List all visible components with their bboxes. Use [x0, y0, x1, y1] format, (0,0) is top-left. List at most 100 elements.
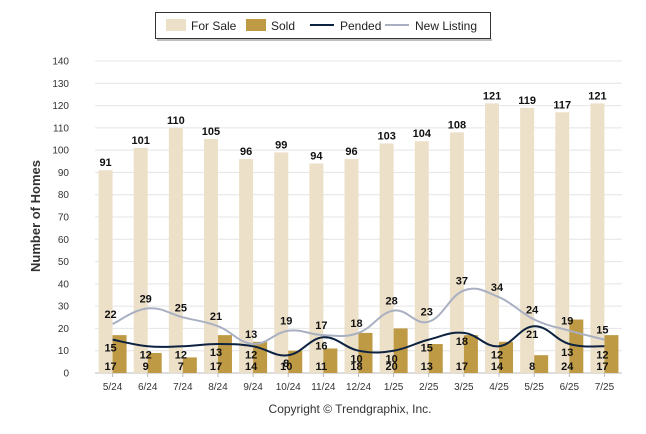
for-sale-bar — [203, 139, 218, 373]
pended-value-label: 13 — [210, 347, 222, 359]
new-listing-value-label: 21 — [210, 311, 222, 323]
new-listing-value-label: 15 — [596, 325, 608, 337]
new-listing-value-label: 37 — [456, 276, 468, 288]
new-listing-value-label: 13 — [245, 329, 257, 341]
sold-value-label: 24 — [561, 361, 574, 373]
x-tick-label: 5/24 — [103, 382, 123, 393]
y-tick-label: 130 — [52, 79, 69, 90]
for-sale-bar — [379, 143, 394, 373]
sold-value-label: 17 — [596, 361, 608, 373]
sold-bar — [604, 335, 619, 373]
for-sale-bar — [309, 163, 324, 373]
pended-value-label: 10 — [386, 354, 398, 366]
y-tick-label: 110 — [53, 123, 69, 134]
legend-label-sold: Sold — [271, 19, 295, 33]
x-tick-label: 8/24 — [208, 382, 228, 393]
sold-value-label: 9 — [143, 361, 149, 373]
sold-value-label: 13 — [421, 361, 433, 373]
sold-bar — [323, 348, 338, 373]
for-sale-bar — [520, 107, 535, 374]
pended-value-label: 12 — [245, 349, 257, 361]
new-listing-value-label: 25 — [175, 302, 187, 314]
sold-value-label: 18 — [350, 361, 362, 373]
sold-bar — [288, 350, 303, 373]
pended-value-label: 16 — [315, 340, 327, 352]
sold-bar — [182, 357, 197, 373]
x-tick-label: 4/25 — [489, 382, 509, 393]
for-sale-bar — [449, 132, 464, 373]
legend-label-new-listing: New Listing — [415, 19, 477, 33]
x-tick-label: 10/24 — [276, 382, 301, 393]
legend-swatch-sold — [246, 19, 266, 31]
y-tick-label: 40 — [58, 279, 70, 290]
y-tick-label: 20 — [58, 324, 70, 335]
x-tick-label: 9/24 — [243, 382, 263, 393]
pended-value-label: 8 — [283, 358, 289, 370]
y-tick-label: 10 — [58, 346, 70, 357]
x-tick-label: 5/25 — [524, 382, 544, 393]
x-tick-label: 1/25 — [384, 382, 404, 393]
y-tick-label: 70 — [58, 213, 70, 224]
sold-value-label: 8 — [529, 361, 535, 373]
for-sale-value-label: 101 — [132, 135, 150, 147]
y-axis-label: Number of Homes — [28, 160, 43, 272]
for-sale-bar — [414, 141, 429, 373]
sold-bar — [112, 335, 127, 373]
sold-value-label: 17 — [104, 361, 116, 373]
sold-value-label: 14 — [491, 361, 504, 373]
pended-value-label: 15 — [104, 343, 116, 355]
x-tick-label: 12/24 — [346, 382, 371, 393]
new-listing-value-label: 19 — [561, 316, 573, 328]
x-tick-label: 11/24 — [311, 382, 336, 393]
for-sale-value-label: 121 — [588, 90, 606, 102]
line-series — [112, 287, 605, 357]
for-sale-bar — [133, 147, 148, 373]
sold-bar — [393, 328, 408, 373]
for-sale-value-label: 119 — [518, 95, 536, 107]
pended-value-label: 18 — [456, 336, 468, 348]
x-axis-ticks: 5/24 6/24 7/24 8/24 9/24 10/24 11/24 12/24 1/25 2… — [103, 373, 615, 393]
y-tick-label: 120 — [52, 101, 69, 112]
sold-bar — [534, 355, 549, 373]
sold-value-label: 7 — [178, 361, 184, 373]
y-tick-label: 90 — [58, 168, 70, 179]
pended-value-label: 12 — [140, 349, 152, 361]
new-listing-value-label: 23 — [421, 307, 433, 319]
data-labels: 9117152210191229110712251051713219614121… — [99, 90, 608, 373]
sold-value-label: 11 — [316, 361, 328, 373]
for-sale-bar — [239, 159, 254, 373]
sold-bar — [463, 335, 478, 373]
for-sale-bar — [274, 152, 289, 373]
for-sale-bar — [590, 103, 605, 373]
y-tick-label: 100 — [52, 146, 69, 157]
new-listing-value-label: 28 — [386, 296, 398, 308]
legend-swatch-for-sale — [166, 19, 186, 31]
pended-value-label: 21 — [526, 329, 538, 341]
x-tick-label: 6/24 — [138, 382, 158, 393]
sold-bar — [358, 332, 373, 373]
pended-value-label: 12 — [491, 349, 503, 361]
for-sale-value-label: 91 — [99, 157, 111, 169]
x-tick-label: 7/25 — [595, 382, 615, 393]
for-sale-value-label: 99 — [275, 139, 287, 151]
sold-value-label: 17 — [456, 361, 468, 373]
pended-value-label: 12 — [596, 349, 608, 361]
legend-label-for-sale: For Sale — [191, 19, 237, 33]
new-listing-value-label: 29 — [140, 293, 152, 305]
for-sale-bar — [485, 103, 500, 373]
for-sale-value-label: 110 — [167, 115, 185, 127]
for-sale-value-label: 103 — [377, 130, 395, 142]
new-listing-value-label: 17 — [315, 320, 327, 332]
pended-value-label: 15 — [421, 343, 433, 355]
for-sale-value-label: 105 — [202, 126, 220, 138]
new-listing-value-label: 24 — [526, 305, 539, 317]
legend-label-pended: Pended — [340, 19, 381, 33]
y-tick-label: 0 — [63, 369, 69, 380]
for-sale-bar — [555, 112, 570, 373]
new-listing-value-label: 18 — [350, 318, 362, 330]
sold-value-label: 20 — [386, 361, 398, 373]
x-tick-label: 2/25 — [419, 382, 439, 393]
new-listing-value-label: 34 — [491, 282, 504, 294]
y-tick-label: 140 — [52, 57, 69, 68]
for-sale-value-label: 104 — [413, 128, 432, 140]
